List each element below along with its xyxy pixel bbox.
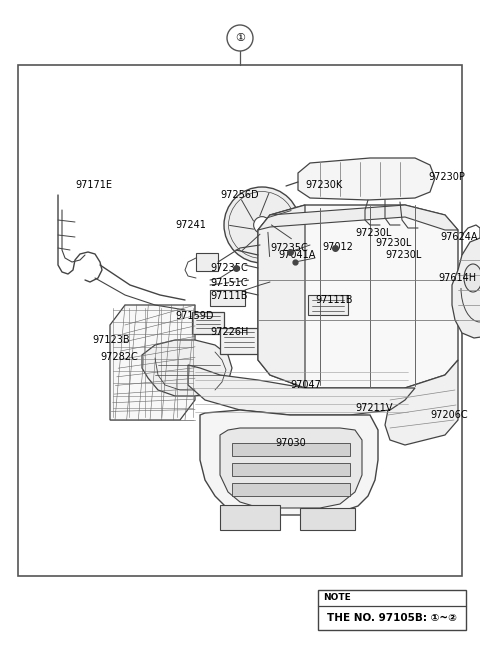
Polygon shape <box>188 365 415 415</box>
Ellipse shape <box>464 264 480 292</box>
Text: 97226H: 97226H <box>210 327 248 337</box>
Text: 97235C: 97235C <box>210 263 248 273</box>
Text: 97111B: 97111B <box>210 291 248 301</box>
Circle shape <box>227 25 253 51</box>
Circle shape <box>253 216 270 234</box>
Bar <box>232 483 350 496</box>
Text: 97614H: 97614H <box>438 273 476 283</box>
Polygon shape <box>110 305 195 420</box>
Bar <box>18 65 462 576</box>
Text: 97159D: 97159D <box>175 311 214 321</box>
Text: 97230K: 97230K <box>305 180 342 190</box>
Bar <box>318 590 466 630</box>
Bar <box>232 463 350 476</box>
Bar <box>300 508 355 530</box>
Text: 97230L: 97230L <box>375 238 411 248</box>
Text: 97030: 97030 <box>275 438 306 448</box>
Text: 97230L: 97230L <box>355 228 391 238</box>
Circle shape <box>224 187 300 263</box>
Text: ①: ① <box>235 33 245 43</box>
Text: NOTE: NOTE <box>323 594 351 602</box>
Polygon shape <box>258 205 458 388</box>
Text: 97256D: 97256D <box>220 190 259 200</box>
Text: 97206C: 97206C <box>430 410 468 420</box>
Text: 97235C: 97235C <box>270 243 308 253</box>
Bar <box>220 505 280 530</box>
Text: 97171E: 97171E <box>75 180 112 190</box>
Text: 97111B: 97111B <box>315 295 352 305</box>
Text: 97241: 97241 <box>175 220 206 230</box>
Polygon shape <box>258 205 305 388</box>
Text: 97211V: 97211V <box>355 403 393 413</box>
Polygon shape <box>452 238 480 338</box>
Text: 97230L: 97230L <box>385 250 421 260</box>
Bar <box>220 328 258 354</box>
Polygon shape <box>142 340 232 396</box>
Polygon shape <box>298 158 435 200</box>
Bar <box>232 443 350 456</box>
Polygon shape <box>385 360 458 445</box>
Text: 97230P: 97230P <box>428 172 465 182</box>
Polygon shape <box>200 410 378 515</box>
Text: 97282C: 97282C <box>100 352 138 362</box>
Text: 97151C: 97151C <box>210 278 248 288</box>
Text: THE NO. 97105B: ①~②: THE NO. 97105B: ①~② <box>327 613 457 623</box>
Text: 97041A: 97041A <box>278 250 315 260</box>
Text: 97047: 97047 <box>290 380 321 390</box>
Polygon shape <box>258 205 458 230</box>
Text: 97624A: 97624A <box>440 232 478 242</box>
Text: 97123B: 97123B <box>92 335 130 345</box>
Bar <box>196 253 218 271</box>
Bar <box>308 295 348 315</box>
Bar <box>210 290 245 306</box>
Bar <box>192 312 224 334</box>
Polygon shape <box>220 428 362 508</box>
Text: 97012: 97012 <box>322 242 353 252</box>
